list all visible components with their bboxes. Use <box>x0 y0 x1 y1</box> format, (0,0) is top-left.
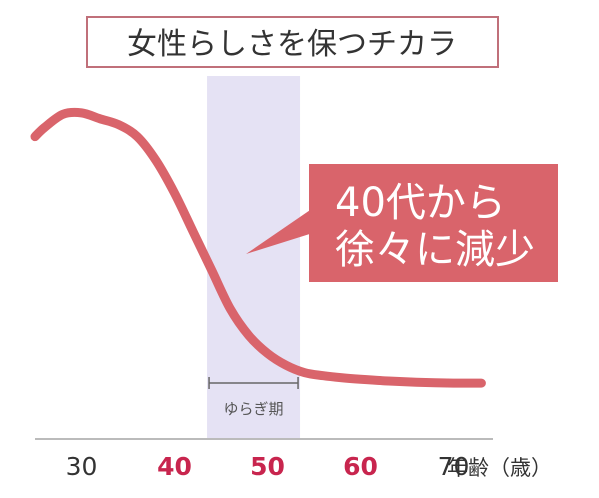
band-range-indicator <box>208 377 299 389</box>
x-tick-label: 60 <box>343 452 378 481</box>
x-tick-label: 70 <box>438 452 470 481</box>
callout: 40代から 徐々に減少 <box>246 164 558 282</box>
chart-title-box <box>86 16 499 68</box>
callout-line-2: 徐々に減少 <box>335 227 535 273</box>
x-axis-ticks: 30 40 50 60 70 <box>66 452 470 481</box>
x-tick-label: 50 <box>250 452 285 481</box>
yuragi-period-band <box>207 76 301 439</box>
x-tick-label: 40 <box>157 452 192 481</box>
callout-box <box>309 164 558 282</box>
callout-line-1: 40代から <box>335 180 506 226</box>
callout-pointer <box>246 206 316 254</box>
chart-title: 女性らしさを保つチカラ <box>127 27 457 62</box>
x-axis-label: 年齢（歳） <box>447 456 552 480</box>
x-tick-label: 30 <box>66 452 98 481</box>
band-label: ゆらぎ期 <box>224 400 284 418</box>
decline-curve <box>30 107 486 388</box>
